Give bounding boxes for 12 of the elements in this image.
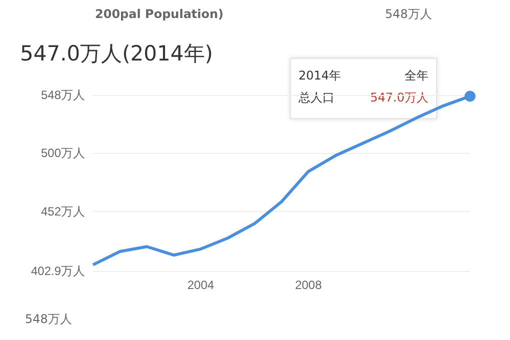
x-tick-label: 2008 xyxy=(295,278,322,292)
text: 200pal Population) xyxy=(95,7,224,21)
text: 548万人 xyxy=(25,312,72,326)
text: 2014年 xyxy=(298,68,342,82)
x-tick-label: 2004 xyxy=(187,278,214,292)
y-tick-label: 548万人 xyxy=(40,88,85,102)
text: 全年 xyxy=(404,68,428,82)
y-tick-label: 402.9万人 xyxy=(30,264,85,278)
text: 548万人 xyxy=(385,7,432,21)
y-tick-label: 452万人 xyxy=(40,204,85,218)
y-tick-label: 500万人 xyxy=(40,146,85,160)
chart-title: 547.0万人(2014年) xyxy=(20,42,213,66)
